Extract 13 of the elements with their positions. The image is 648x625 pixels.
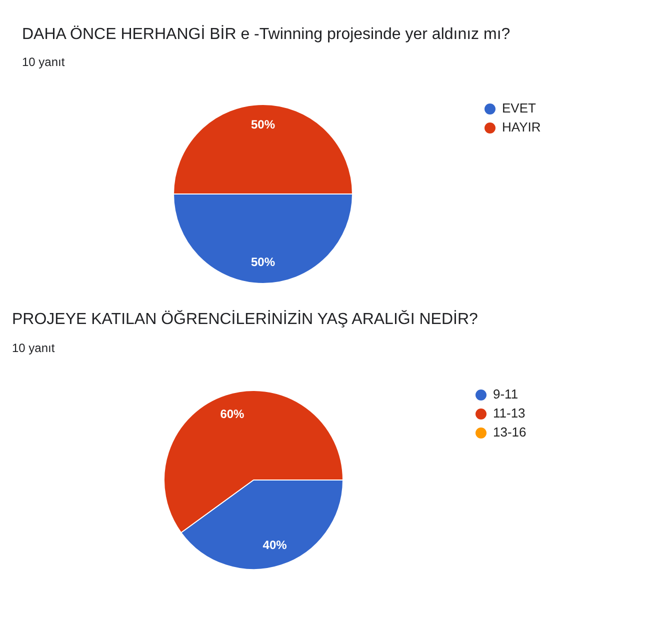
legend-label: EVET xyxy=(502,100,536,116)
legend-label: HAYIR xyxy=(502,120,541,135)
data-label: 50% xyxy=(250,117,276,132)
legend-label: 11-13 xyxy=(493,406,526,421)
chart-title: PROJEYE KATILAN ÖĞRENCİLERİNİZİN YAŞ ARALIĞI NEDİR? xyxy=(12,310,478,330)
text: 10 yanıt xyxy=(12,341,55,355)
legend-label: 9-11 xyxy=(493,386,518,402)
text: 10 yanıt xyxy=(22,55,65,69)
data-label: 40% xyxy=(262,538,288,552)
legend-label: 13-16 xyxy=(493,424,526,440)
chart-title: DAHA ÖNCE HERHANGİ BİR e -Twinning projesinde yer aldınız mı? xyxy=(22,25,510,45)
data-label: 50% xyxy=(250,255,276,270)
data-label: 60% xyxy=(220,406,245,421)
